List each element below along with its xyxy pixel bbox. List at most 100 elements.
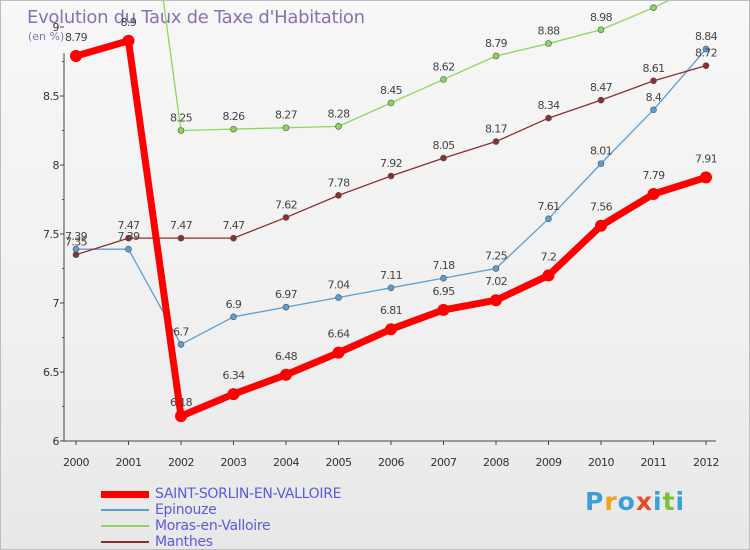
logo-letter: o xyxy=(617,487,636,516)
data-point xyxy=(440,76,447,83)
x-tick-label: 2009 xyxy=(536,456,562,469)
data-label: 6.48 xyxy=(275,350,298,363)
data-point xyxy=(387,284,395,292)
legend-item: Manthes xyxy=(101,534,341,550)
data-label: 8.27 xyxy=(275,109,298,122)
y-tick-label: 9 xyxy=(53,21,60,34)
data-label: 8.88 xyxy=(537,25,560,38)
x-tick-label: 2005 xyxy=(326,456,352,469)
legend-label: Moras-en-Valloire xyxy=(155,518,271,534)
data-point xyxy=(650,77,657,85)
data-label: 8.72 xyxy=(695,47,717,60)
legend-swatch xyxy=(101,509,149,511)
data-point xyxy=(227,388,240,401)
data-point xyxy=(387,99,395,107)
data-point xyxy=(230,313,237,321)
data-point xyxy=(490,294,502,307)
data-point xyxy=(545,40,552,47)
data-label: 8.28 xyxy=(327,107,350,120)
x-tick-label: 2001 xyxy=(116,456,142,469)
y-tick-label: 8.5 xyxy=(43,90,59,103)
data-point xyxy=(545,215,552,223)
data-point xyxy=(230,234,237,242)
data-point xyxy=(125,245,132,253)
x-tick-label: 2004 xyxy=(273,456,299,469)
data-label: 8.98 xyxy=(590,11,613,24)
data-point xyxy=(492,265,500,272)
data-label: 8.62 xyxy=(432,60,454,73)
data-label: 7.35 xyxy=(65,236,88,249)
data-label: 7.56 xyxy=(590,201,613,214)
data-label: 7.79 xyxy=(642,169,665,182)
data-point xyxy=(440,154,447,162)
data-label: 7.04 xyxy=(327,278,350,291)
y-tick-label: 7.5 xyxy=(43,228,59,241)
data-point xyxy=(387,172,395,180)
data-point xyxy=(702,62,710,69)
legend-item: Moras-en-Valloire xyxy=(101,518,341,534)
data-point xyxy=(72,251,80,258)
legend-label: SAINT-SORLIN-EN-VALLOIRE xyxy=(155,486,342,502)
data-point xyxy=(597,160,605,167)
data-point xyxy=(335,294,342,301)
logo-letter: i xyxy=(653,487,663,516)
logo-letter: x xyxy=(635,487,653,516)
data-label: 7.39 xyxy=(117,230,140,243)
data-point xyxy=(650,106,657,114)
x-tick-label: 2012 xyxy=(693,456,719,469)
y-tick-label: 6.5 xyxy=(43,366,59,379)
data-label: 8.9 xyxy=(121,16,137,29)
x-tick-label: 2007 xyxy=(431,456,457,469)
data-label: 7.62 xyxy=(275,198,297,211)
legend-label: Manthes xyxy=(155,534,213,550)
data-label: 8.61 xyxy=(642,62,664,75)
data-label: 7.18 xyxy=(432,259,455,272)
data-point xyxy=(332,346,345,359)
x-tick-label: 2011 xyxy=(641,456,667,469)
data-label: 6.95 xyxy=(432,285,455,298)
chart-title: Evolution du Taux de Taxe d'Habitation xyxy=(27,7,365,28)
data-label: 8.79 xyxy=(485,37,508,50)
data-point xyxy=(595,219,607,232)
data-point xyxy=(177,341,185,348)
data-point xyxy=(597,26,605,34)
data-point xyxy=(175,410,187,423)
data-point xyxy=(70,49,82,62)
data-label: 6.9 xyxy=(226,298,242,311)
logo-letter: i xyxy=(675,487,686,516)
data-label: 6.64 xyxy=(327,328,350,341)
data-point xyxy=(437,303,450,316)
legend-swatch xyxy=(101,541,149,543)
data-label: 7.2 xyxy=(541,250,557,263)
data-point xyxy=(492,138,500,145)
data-point xyxy=(597,96,605,104)
data-label: 6.18 xyxy=(170,396,193,409)
data-point xyxy=(280,368,292,381)
data-label: 8.34 xyxy=(537,99,560,112)
data-point xyxy=(122,34,135,47)
x-tick-label: 2006 xyxy=(378,456,404,469)
data-label: 7.47 xyxy=(170,219,193,232)
data-label: 7.78 xyxy=(327,176,350,189)
data-point xyxy=(700,171,712,184)
data-label: 7.47 xyxy=(222,219,245,232)
y-tick-label: 8 xyxy=(53,159,60,172)
data-point xyxy=(545,114,552,122)
data-label: 7.11 xyxy=(380,269,402,282)
data-label: 7.91 xyxy=(695,152,717,165)
legend-swatch xyxy=(101,525,149,527)
data-label: 7.39 xyxy=(65,230,88,243)
data-point xyxy=(335,123,342,130)
legend-item: SAINT-SORLIN-EN-VALLOIRE xyxy=(101,486,341,502)
logo-letter: r xyxy=(604,487,618,516)
data-point xyxy=(282,303,290,311)
data-label: 7.25 xyxy=(485,250,508,263)
x-tick-label: 2003 xyxy=(221,456,247,469)
logo-letter: P xyxy=(585,487,605,516)
data-label: 8.79 xyxy=(65,31,88,44)
data-label: 7.02 xyxy=(485,275,507,288)
data-label: 8.47 xyxy=(590,81,613,94)
data-point xyxy=(385,323,397,336)
chart-legend: SAINT-SORLIN-EN-VALLOIRE Epinouze Moras-en… xyxy=(101,486,341,550)
data-label: 6.7 xyxy=(173,325,189,338)
